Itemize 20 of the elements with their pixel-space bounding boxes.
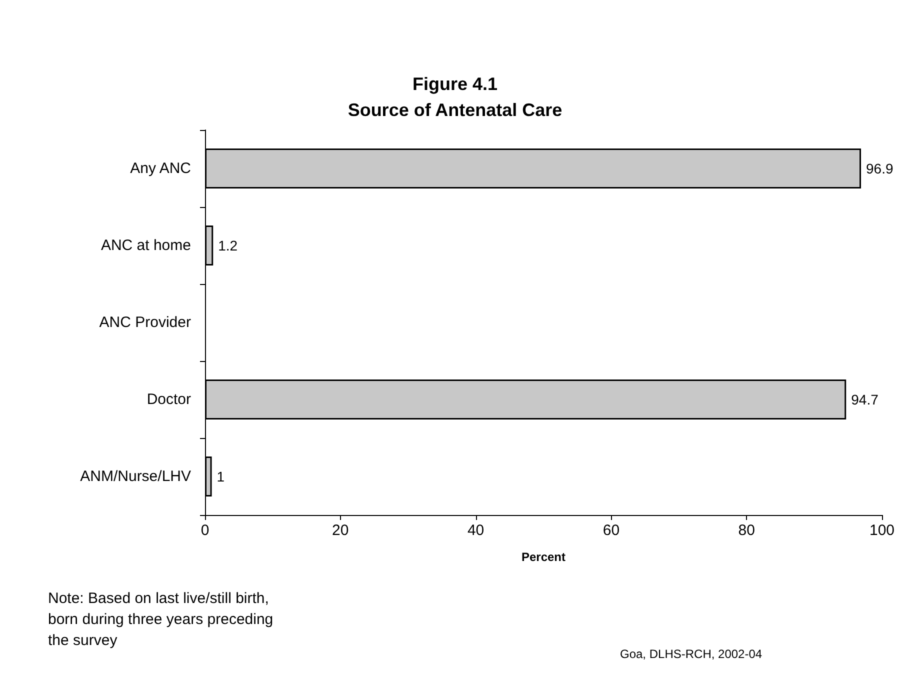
text: Goa, DLHS-RCH, 2002-04 xyxy=(620,647,762,661)
data-label: 94.7 xyxy=(851,392,879,408)
data-label: 1.2 xyxy=(218,238,238,254)
x-tick-label: 80 xyxy=(738,522,755,539)
y-tick-label: ANC at home xyxy=(100,237,191,254)
chart-subtitle: Source of Antenatal Care xyxy=(348,100,562,120)
x-axis-title: Percent xyxy=(521,550,566,564)
y-tick-label: ANM/Nurse/LHV xyxy=(80,468,191,485)
x-tick-label: 20 xyxy=(332,522,349,539)
data-label: 1 xyxy=(216,468,225,484)
chart-title: Figure 4.1 xyxy=(412,74,498,94)
x-tick-label: 60 xyxy=(602,522,620,539)
x-tick-label: 40 xyxy=(467,522,484,539)
y-tick-label: Any ANC xyxy=(130,160,192,177)
data-label: 96.9 xyxy=(866,160,894,176)
text: Note: Based on last live/still birth, born during three years preceding the survey xyxy=(48,590,278,649)
y-tick-label: ANC Provider xyxy=(99,314,191,331)
x-tick-label: 0 xyxy=(200,522,210,539)
y-tick-label: Doctor xyxy=(146,391,191,408)
x-tick-label: 100 xyxy=(869,522,895,539)
